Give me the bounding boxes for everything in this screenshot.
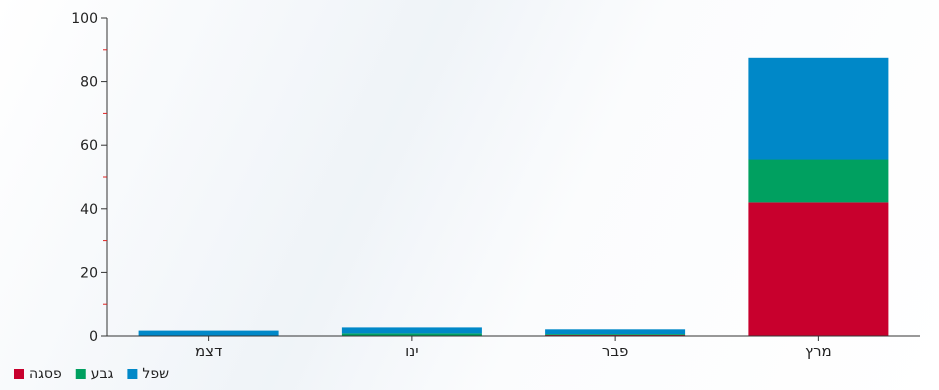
y-axis: 0 20 40 60 80 100 (71, 11, 108, 345)
bar-segment (748, 159, 889, 203)
x-tick-label: פבר (602, 342, 629, 360)
x-tick-label: מרץ (805, 342, 832, 360)
bar-segment (748, 202, 889, 336)
x-axis: דצמ ינו פבר מרץ (107, 335, 920, 360)
legend-label: פסגה (29, 366, 62, 382)
y-tick-label: 40 (80, 202, 98, 218)
bar-segment (545, 334, 686, 336)
x-tick-label: ינו (405, 342, 418, 360)
y-tick-label: 60 (80, 138, 98, 154)
y-tick-label: 20 (80, 265, 98, 281)
bar-segment (341, 327, 482, 334)
bar-segment (138, 330, 279, 336)
legend-swatch (127, 369, 138, 379)
legend-swatch (75, 369, 86, 379)
legend-label: גבע (91, 366, 114, 382)
bar-segment (341, 333, 482, 336)
x-tick-label: דצמ (195, 342, 222, 360)
bar-segment (545, 329, 686, 335)
y-tick-label: 100 (71, 11, 98, 27)
legend-swatch (14, 369, 24, 379)
y-tick-label: 80 (80, 75, 98, 91)
legend: פסגה גבע שפל (14, 366, 169, 382)
plot-area (138, 57, 889, 336)
legend-label: שפל (142, 366, 169, 382)
y-tick-label: 0 (89, 329, 98, 345)
bar-segment (748, 57, 889, 160)
